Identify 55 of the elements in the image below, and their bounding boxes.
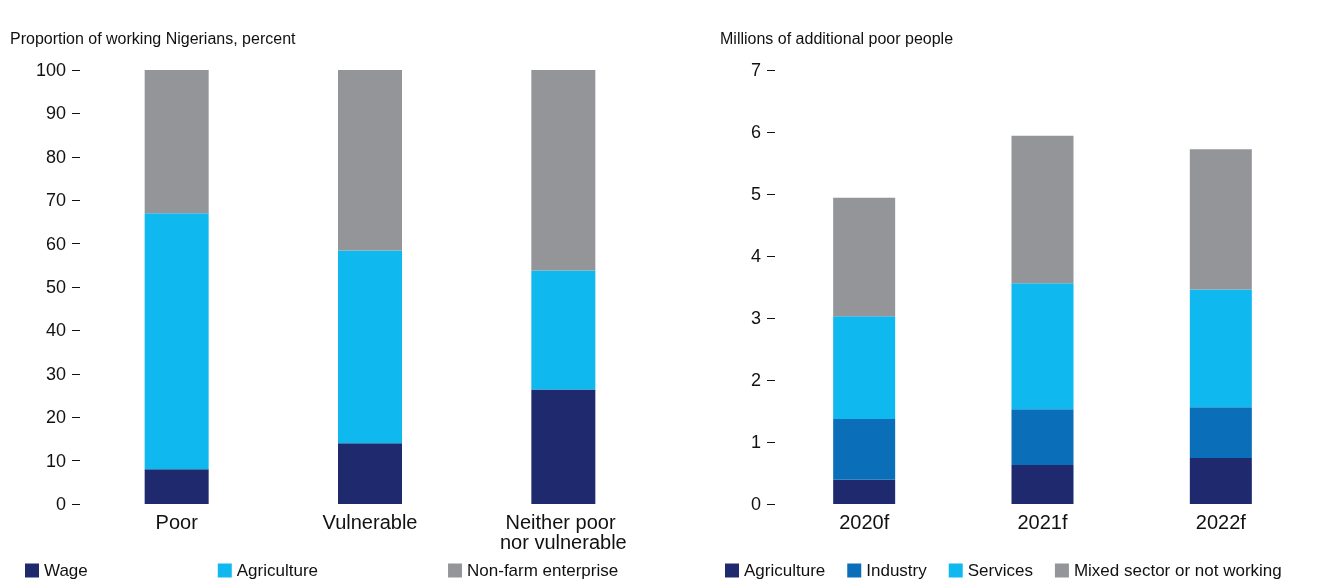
x-tick-label: Neither poor nor vulnerable: [499, 511, 627, 553]
bar: [531, 389, 596, 504]
bar: [144, 213, 209, 470]
y-tick-label: 5: [750, 184, 761, 204]
bar: [531, 270, 596, 390]
bar: [338, 70, 402, 251]
y-tick-label: 6: [750, 122, 761, 142]
legend-label: Wage: [44, 561, 88, 580]
legend-label: Non-farm enterprise: [467, 561, 619, 580]
bar: [1011, 283, 1074, 410]
legend-label: Agriculture: [236, 561, 319, 580]
bar: [531, 70, 596, 271]
y-tick-label: 0: [750, 494, 761, 514]
y-tick-label: 70: [45, 190, 66, 211]
bar: [144, 70, 209, 214]
y-tick-label: 7: [750, 60, 761, 80]
bar: [1011, 464, 1074, 504]
x-tick-label: Vulnerable: [322, 511, 418, 533]
y-tick-label: 3: [750, 308, 761, 328]
y-tick-label: 20: [45, 407, 66, 428]
bar: [338, 443, 402, 504]
x-tick-label: Poor: [155, 511, 199, 533]
legend-label: Industry: [866, 561, 928, 580]
bar: [338, 250, 402, 444]
bar: [1189, 289, 1252, 408]
x-tick-label: 2022f: [1195, 511, 1247, 533]
y-axis-title: Millions of additional poor people: [720, 29, 954, 47]
bar: [144, 469, 209, 504]
legend-label: Agriculture: [744, 561, 826, 580]
y-tick-label: 60: [45, 233, 66, 254]
bar: [1189, 149, 1252, 290]
y-tick-label: 80: [45, 146, 66, 167]
y-tick-label: 2: [750, 370, 761, 390]
y-tick-label: 0: [55, 494, 66, 514]
y-tick-label: 30: [45, 363, 66, 384]
bar: [833, 197, 896, 317]
bar: [833, 479, 896, 504]
y-tick-label: 1: [750, 432, 761, 452]
y-tick-label: 10: [45, 450, 66, 471]
legend-label: Mixed sector or not working: [1073, 561, 1282, 580]
bar: [833, 316, 896, 420]
y-axis-title: Proportion of working Nigerians, percent: [10, 29, 297, 47]
bar: [1189, 407, 1252, 459]
legend-label: Services: [967, 561, 1033, 580]
bar: [833, 419, 896, 480]
bar: [1011, 409, 1074, 465]
y-tick-label: 90: [45, 103, 66, 124]
x-tick-label: 2021f: [1017, 511, 1068, 533]
y-tick-label: 40: [45, 320, 66, 341]
x-tick-label: 2020f: [839, 511, 890, 533]
bar: [1189, 458, 1252, 504]
y-tick-label: 50: [45, 277, 66, 297]
y-tick-label: 4: [750, 246, 761, 266]
bar: [1011, 135, 1074, 284]
y-tick-label: 100: [35, 60, 66, 80]
